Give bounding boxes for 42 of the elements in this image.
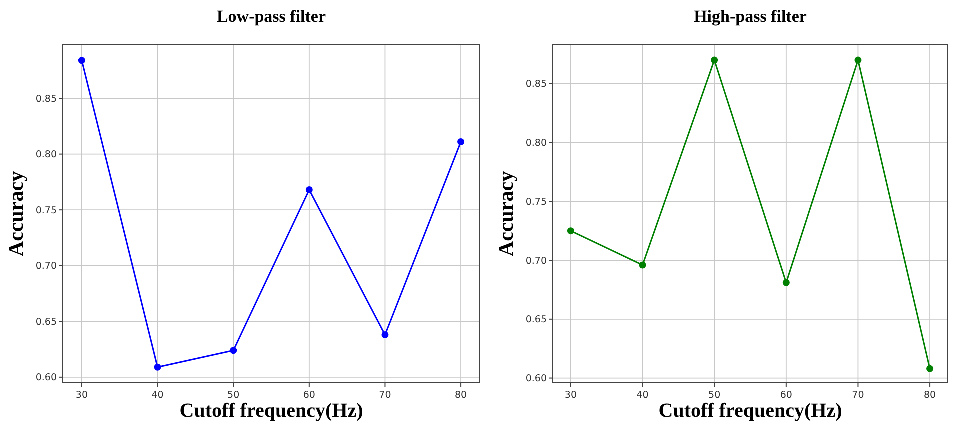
y-tick-label: 0.75 xyxy=(526,196,547,208)
x-tick-label: 50 xyxy=(708,390,721,401)
point xyxy=(782,279,790,286)
y-axis-title: Accuracy xyxy=(494,170,518,257)
point xyxy=(458,138,465,146)
x-tick-label: 80 xyxy=(924,390,936,401)
x-tick-label: 80 xyxy=(455,390,468,401)
x-tick-label: 40 xyxy=(636,390,649,401)
point xyxy=(306,186,313,194)
x-tick-label: 40 xyxy=(152,390,164,401)
y-tick-label: 0.65 xyxy=(36,316,57,328)
y-tick-label: 0.60 xyxy=(36,372,57,384)
x-axis-title: Cutoff frequency(Hz) xyxy=(180,400,364,422)
x-tick-label: 70 xyxy=(379,390,392,401)
y-tick-label: 0.80 xyxy=(526,138,547,150)
point xyxy=(382,332,389,339)
y-tick-label: 0.75 xyxy=(36,205,57,216)
point xyxy=(639,262,646,269)
y-tick-label: 0.60 xyxy=(526,374,547,385)
x-axis-title: Cutoff frequency(Hz) xyxy=(658,400,842,422)
point xyxy=(230,347,238,354)
y-tick-label: 0.80 xyxy=(36,150,57,161)
y-tick-label: 0.85 xyxy=(36,94,57,105)
chart-title: Low-pass filter xyxy=(216,7,326,26)
y-tick-label: 0.85 xyxy=(526,79,547,90)
x-tick-label: 60 xyxy=(780,390,792,401)
point xyxy=(854,56,862,64)
x-tick-label: 30 xyxy=(76,390,88,401)
x-tick-label: 60 xyxy=(303,390,316,401)
y-axis-title: Accuracy xyxy=(4,170,28,257)
x-tick-label: 30 xyxy=(564,390,577,401)
point xyxy=(711,56,718,64)
y-tick-label: 0.70 xyxy=(36,261,57,272)
x-tick-label: 70 xyxy=(852,390,864,401)
point xyxy=(567,228,574,235)
point xyxy=(78,57,86,64)
x-tick-label: 50 xyxy=(228,390,240,401)
chart-title: High-pass filter xyxy=(694,7,808,26)
point xyxy=(926,365,934,372)
y-tick-label: 0.70 xyxy=(526,256,547,267)
point xyxy=(154,364,162,371)
y-tick-label: 0.65 xyxy=(526,314,547,326)
